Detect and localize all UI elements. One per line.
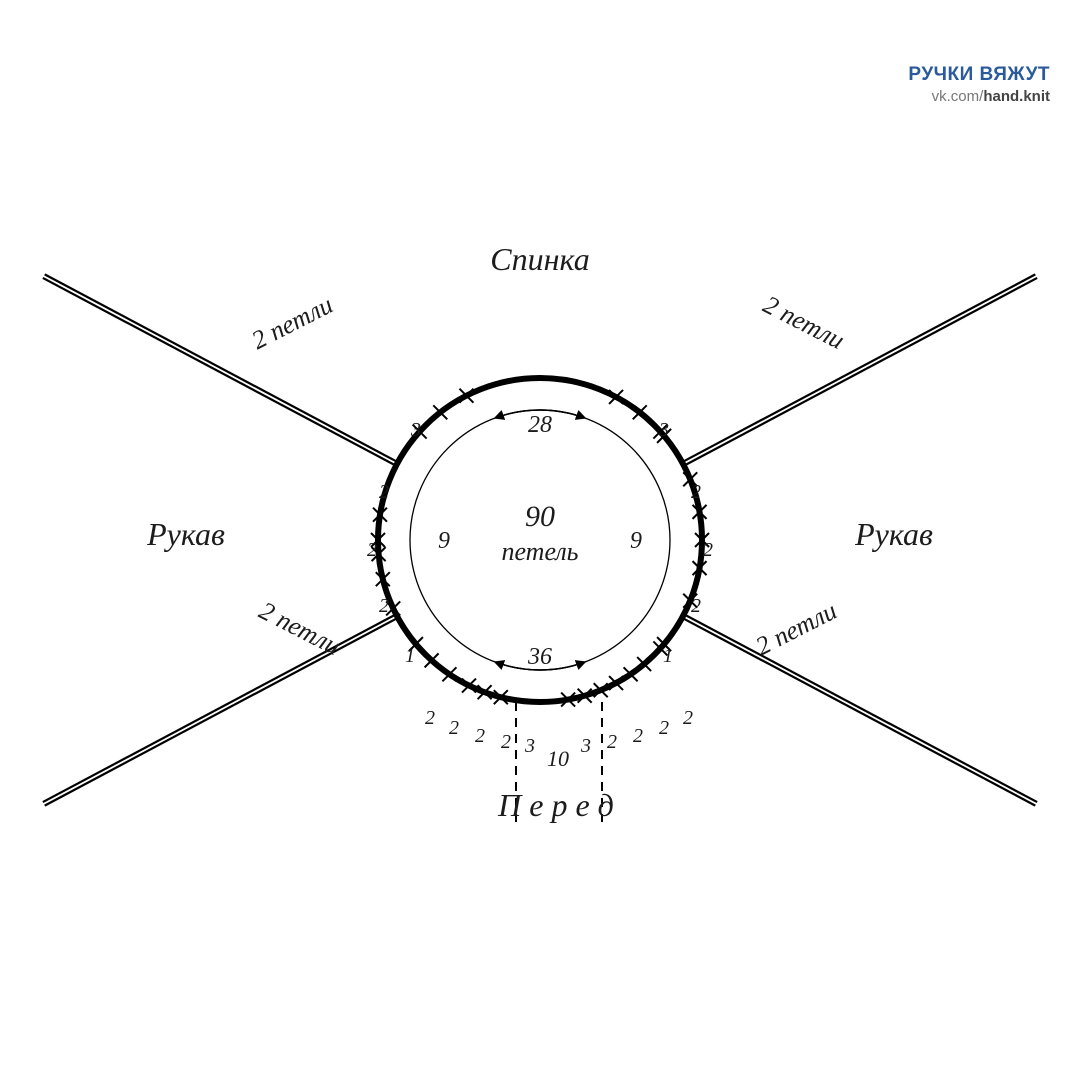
label: 2 петли (751, 596, 842, 661)
watermark-link: vk.com/hand.knit (932, 88, 1050, 105)
label: 2 петли (247, 290, 338, 355)
label: 3 (658, 419, 669, 441)
label: 90 (525, 500, 555, 533)
label: 3 (524, 735, 535, 757)
label: 2 петли (759, 290, 850, 355)
label: 9 (630, 528, 642, 554)
raglan-line (43, 278, 395, 465)
label: 2 (475, 725, 485, 747)
label: 2 (379, 595, 389, 617)
label: 2 (691, 481, 701, 503)
label: 2 (607, 731, 617, 753)
raglan-line (43, 615, 395, 802)
raglan-line (685, 615, 1037, 802)
label: 2 (633, 725, 643, 747)
label: 2 (501, 731, 511, 753)
raglan-line (685, 278, 1037, 465)
label: 2 (449, 717, 459, 739)
label: 2 (659, 717, 669, 739)
label: Спинка (490, 241, 589, 277)
label: П е р е д (497, 787, 614, 823)
label: 2 (425, 707, 435, 729)
label: 2 (683, 707, 693, 729)
label: 3 (410, 419, 421, 441)
label: 3 (580, 735, 591, 757)
label: 36 (527, 644, 552, 670)
label: Рукав (146, 516, 225, 552)
label: 1 (663, 645, 673, 667)
label: Рукав (854, 516, 933, 552)
label: 9 (438, 528, 450, 554)
label: 10 (547, 746, 569, 771)
raglan-line (683, 618, 1035, 805)
label: петель (501, 537, 578, 566)
raglan-line (683, 274, 1035, 461)
label: 2 (379, 481, 389, 503)
raglan-line (45, 618, 397, 805)
raglan-line (45, 274, 397, 461)
label: 1 (405, 645, 415, 667)
watermark-title: РУЧКИ ВЯЖУТ (908, 64, 1050, 86)
label: 2 петли (255, 596, 346, 661)
label: 2 (367, 539, 377, 561)
label: 2 (691, 595, 701, 617)
label: 2 (703, 539, 713, 561)
diagram: Спинка Рукав Рукав П е р е д 2 петли 2 петли 2… (0, 0, 1080, 1080)
label: 28 (528, 412, 552, 438)
